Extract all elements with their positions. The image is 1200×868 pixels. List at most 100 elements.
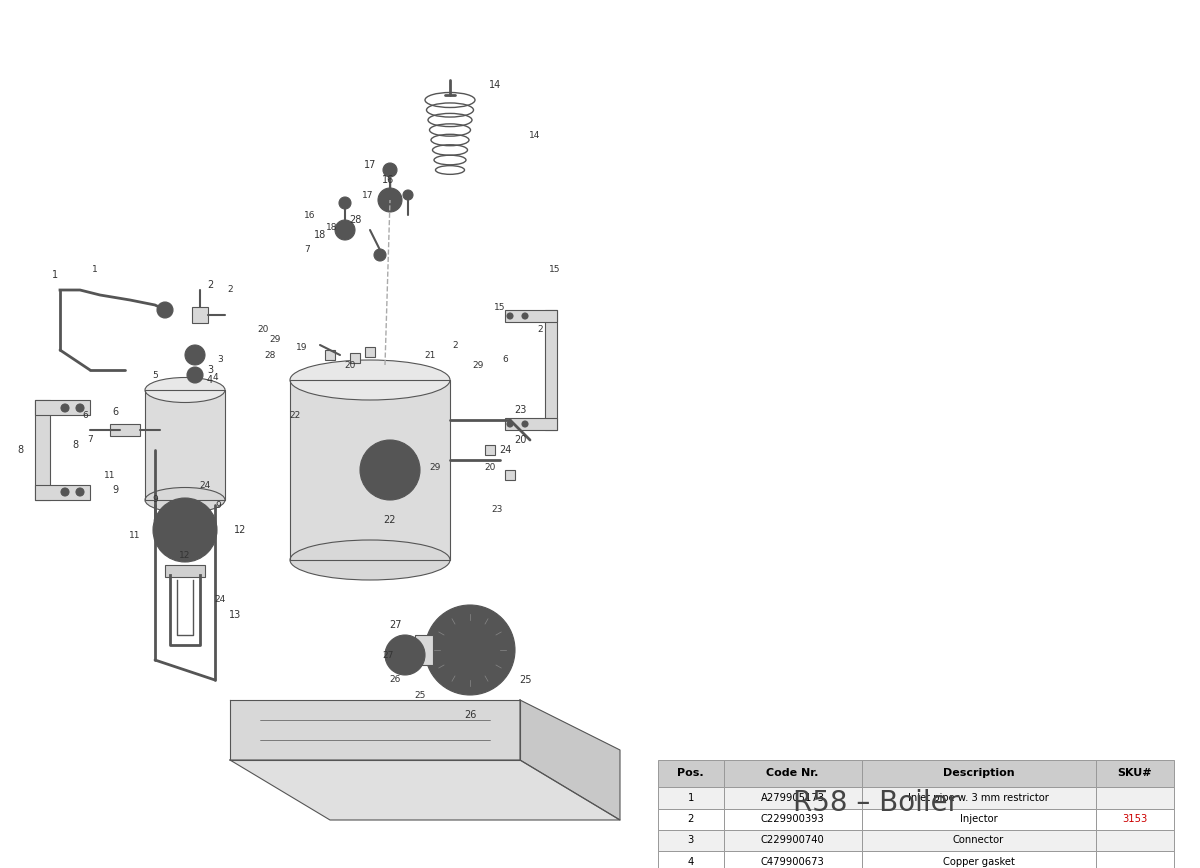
Text: 3153: 3153: [1122, 814, 1147, 825]
Circle shape: [425, 605, 515, 695]
Text: R58 – Boiler: R58 – Boiler: [793, 789, 959, 817]
Text: 16: 16: [305, 211, 316, 220]
Circle shape: [432, 612, 508, 688]
Circle shape: [61, 488, 70, 496]
Text: Injector: Injector: [960, 814, 997, 825]
Circle shape: [185, 345, 205, 365]
Text: 8: 8: [72, 440, 78, 450]
Polygon shape: [145, 390, 226, 500]
Bar: [350, 353, 360, 363]
Text: 1: 1: [688, 792, 694, 803]
Text: 24: 24: [499, 445, 511, 455]
Text: Code Nr.: Code Nr.: [767, 768, 818, 779]
Text: 23: 23: [514, 405, 526, 415]
Text: 19: 19: [296, 344, 307, 352]
Circle shape: [385, 635, 425, 675]
Bar: [724, 808, 862, 830]
Bar: [862, 760, 1096, 787]
Text: 25: 25: [414, 691, 426, 700]
Text: 27: 27: [383, 650, 394, 660]
Text: 12: 12: [179, 550, 191, 560]
Text: 6: 6: [502, 356, 508, 365]
Polygon shape: [230, 760, 620, 820]
Text: 9: 9: [215, 501, 221, 510]
Circle shape: [335, 220, 355, 240]
Text: 2: 2: [227, 286, 233, 294]
Polygon shape: [520, 700, 620, 820]
Bar: [724, 760, 862, 787]
Text: 24: 24: [215, 595, 226, 604]
Text: C229900393: C229900393: [761, 814, 824, 825]
Text: SKU#: SKU#: [1117, 768, 1152, 779]
Bar: [1096, 851, 1174, 868]
Text: 9: 9: [112, 485, 118, 495]
Bar: [724, 851, 862, 868]
Circle shape: [190, 370, 200, 380]
Circle shape: [187, 367, 203, 383]
Bar: [658, 787, 724, 808]
Text: 3: 3: [217, 356, 223, 365]
Bar: [365, 347, 374, 357]
Text: 4: 4: [206, 375, 214, 385]
Text: 2: 2: [206, 280, 214, 290]
Bar: [505, 470, 515, 480]
Bar: [35, 400, 50, 500]
Bar: [1096, 808, 1174, 830]
Text: 20: 20: [257, 326, 269, 334]
Bar: [862, 808, 1096, 830]
Ellipse shape: [145, 378, 226, 403]
Circle shape: [390, 640, 420, 670]
Circle shape: [360, 440, 420, 500]
Bar: [485, 445, 496, 455]
Bar: [545, 310, 557, 430]
Text: 4: 4: [212, 373, 218, 383]
Circle shape: [508, 421, 514, 427]
Bar: [658, 808, 724, 830]
Circle shape: [522, 421, 528, 427]
Polygon shape: [230, 700, 520, 760]
Circle shape: [378, 188, 402, 212]
Text: 6: 6: [82, 411, 88, 419]
Text: 26: 26: [389, 675, 401, 685]
Text: 28: 28: [349, 215, 361, 225]
Circle shape: [120, 425, 130, 435]
Ellipse shape: [145, 488, 226, 512]
Text: 18: 18: [326, 223, 337, 233]
Bar: [35, 485, 90, 500]
Bar: [862, 830, 1096, 851]
Text: 28: 28: [264, 352, 276, 360]
Text: 12: 12: [234, 525, 246, 535]
Text: 24: 24: [199, 481, 211, 490]
Text: 17: 17: [364, 160, 376, 170]
Text: 11: 11: [130, 530, 140, 540]
Bar: [658, 760, 724, 787]
Text: Connector: Connector: [953, 835, 1004, 845]
Bar: [862, 787, 1096, 808]
Circle shape: [157, 302, 173, 318]
Text: 13: 13: [229, 610, 241, 620]
Bar: [505, 418, 557, 430]
Bar: [415, 635, 433, 665]
Text: 25: 25: [518, 675, 532, 685]
Text: 4: 4: [688, 857, 694, 867]
Text: 14: 14: [488, 80, 502, 90]
Text: Inlet pipe w. 3 mm restrictor: Inlet pipe w. 3 mm restrictor: [908, 792, 1049, 803]
Text: 9: 9: [152, 496, 158, 504]
Text: 3: 3: [206, 365, 214, 375]
Text: 22: 22: [289, 411, 301, 419]
Text: Description: Description: [943, 768, 1014, 779]
Text: 1: 1: [92, 266, 98, 274]
Text: 27: 27: [389, 620, 401, 630]
Text: 26: 26: [464, 710, 476, 720]
Ellipse shape: [290, 540, 450, 580]
Text: 20: 20: [485, 463, 496, 471]
Text: 8: 8: [17, 445, 23, 455]
Bar: [658, 851, 724, 868]
Bar: [862, 851, 1096, 868]
Text: 21: 21: [425, 351, 436, 359]
Circle shape: [154, 498, 217, 562]
Bar: [724, 787, 862, 808]
Bar: [325, 350, 335, 360]
Circle shape: [403, 190, 413, 200]
Text: 3: 3: [688, 835, 694, 845]
